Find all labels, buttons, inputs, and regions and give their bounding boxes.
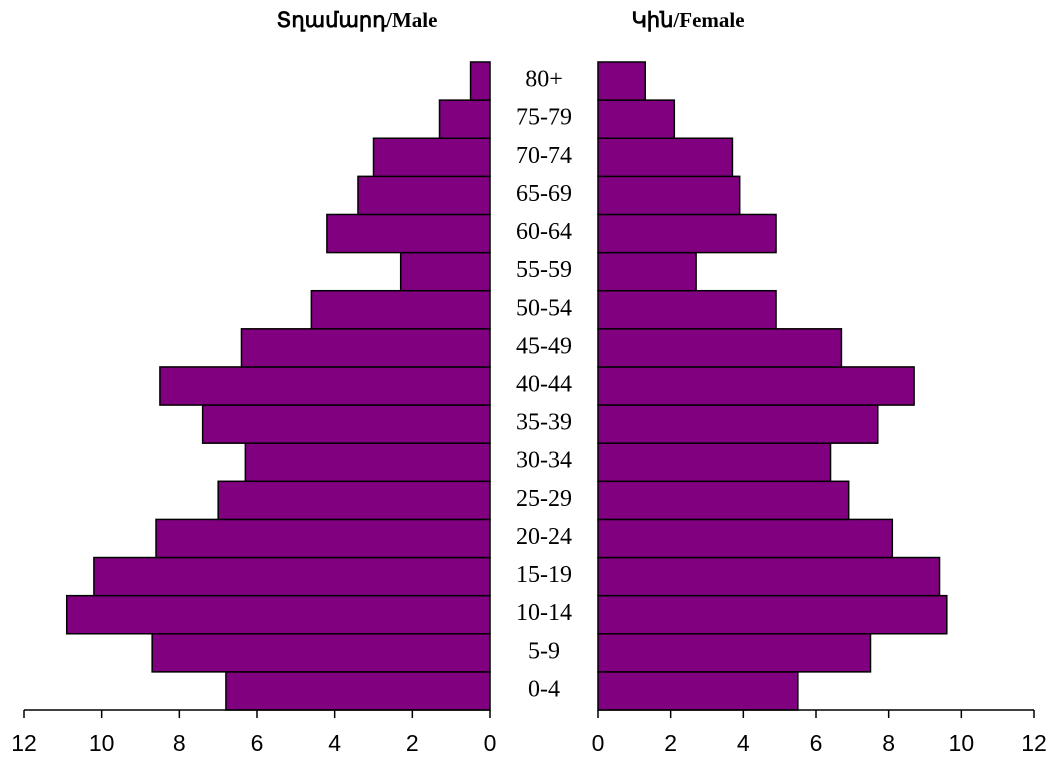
bar: [597, 99, 676, 139]
bar: [597, 213, 777, 254]
x-tick-label: 12: [1021, 730, 1047, 756]
category-label: 30-34: [516, 448, 572, 474]
bar: [310, 289, 491, 330]
category-label: 60-64: [516, 219, 572, 245]
category-label: 25-29: [516, 486, 572, 512]
category-label: 80+: [525, 67, 563, 93]
bar: [597, 556, 941, 597]
bar: [244, 442, 491, 483]
bar: [597, 251, 697, 292]
bar: [65, 594, 491, 635]
bar: [240, 328, 491, 368]
bar: [597, 442, 832, 483]
x-tick-label: 0: [592, 730, 605, 756]
bar: [155, 518, 491, 559]
bar: [93, 556, 491, 597]
category-label: 50-54: [516, 295, 572, 321]
bar: [151, 633, 491, 673]
bar: [597, 289, 777, 330]
bar: [217, 480, 491, 521]
category-label: 65-69: [516, 181, 572, 207]
x-tick-label: 6: [251, 730, 264, 756]
category-label: 5-9: [528, 638, 560, 664]
bar: [399, 251, 491, 292]
category-label: 10-14: [516, 600, 572, 626]
bar: [438, 99, 491, 139]
bar: [357, 175, 491, 216]
category-label: 40-44: [516, 372, 572, 398]
x-tick-label: 8: [173, 730, 186, 756]
female-header: Կին/Female: [631, 8, 744, 32]
category-label: 0-4: [528, 676, 560, 702]
x-tick-label: 0: [484, 730, 497, 756]
bar: [597, 137, 734, 178]
x-tick-label: 8: [882, 730, 895, 756]
bar: [597, 404, 879, 444]
bar: [597, 594, 948, 635]
bar: [159, 366, 491, 406]
bar: [326, 213, 491, 254]
x-tick-label: 12: [11, 730, 37, 756]
x-tick-label: 6: [810, 730, 823, 756]
bar: [597, 175, 741, 216]
bar: [225, 671, 491, 711]
bar: [597, 328, 843, 368]
category-label: 70-74: [516, 143, 572, 169]
category-label: 20-24: [516, 524, 572, 550]
x-tick-label: 2: [664, 730, 677, 756]
category-label: 15-19: [516, 562, 572, 588]
x-tick-label: 10: [89, 730, 115, 756]
bar: [597, 480, 850, 521]
bar: [597, 61, 646, 101]
x-tick-label: 4: [737, 730, 750, 756]
category-label: 75-79: [516, 105, 572, 131]
male-header: Տղամարդ/Male: [277, 8, 438, 32]
category-label: 35-39: [516, 410, 572, 436]
bar: [597, 633, 872, 673]
x-tick-label: 10: [949, 730, 975, 756]
bar: [597, 671, 799, 711]
x-tick-label: 4: [328, 730, 341, 756]
bar: [372, 137, 491, 178]
category-label: 45-49: [516, 333, 572, 359]
bar: [201, 404, 491, 444]
bar: [597, 366, 915, 406]
x-tick-label: 2: [406, 730, 419, 756]
bar: [469, 61, 491, 101]
bar: [597, 518, 894, 559]
category-label: 55-59: [516, 257, 572, 283]
